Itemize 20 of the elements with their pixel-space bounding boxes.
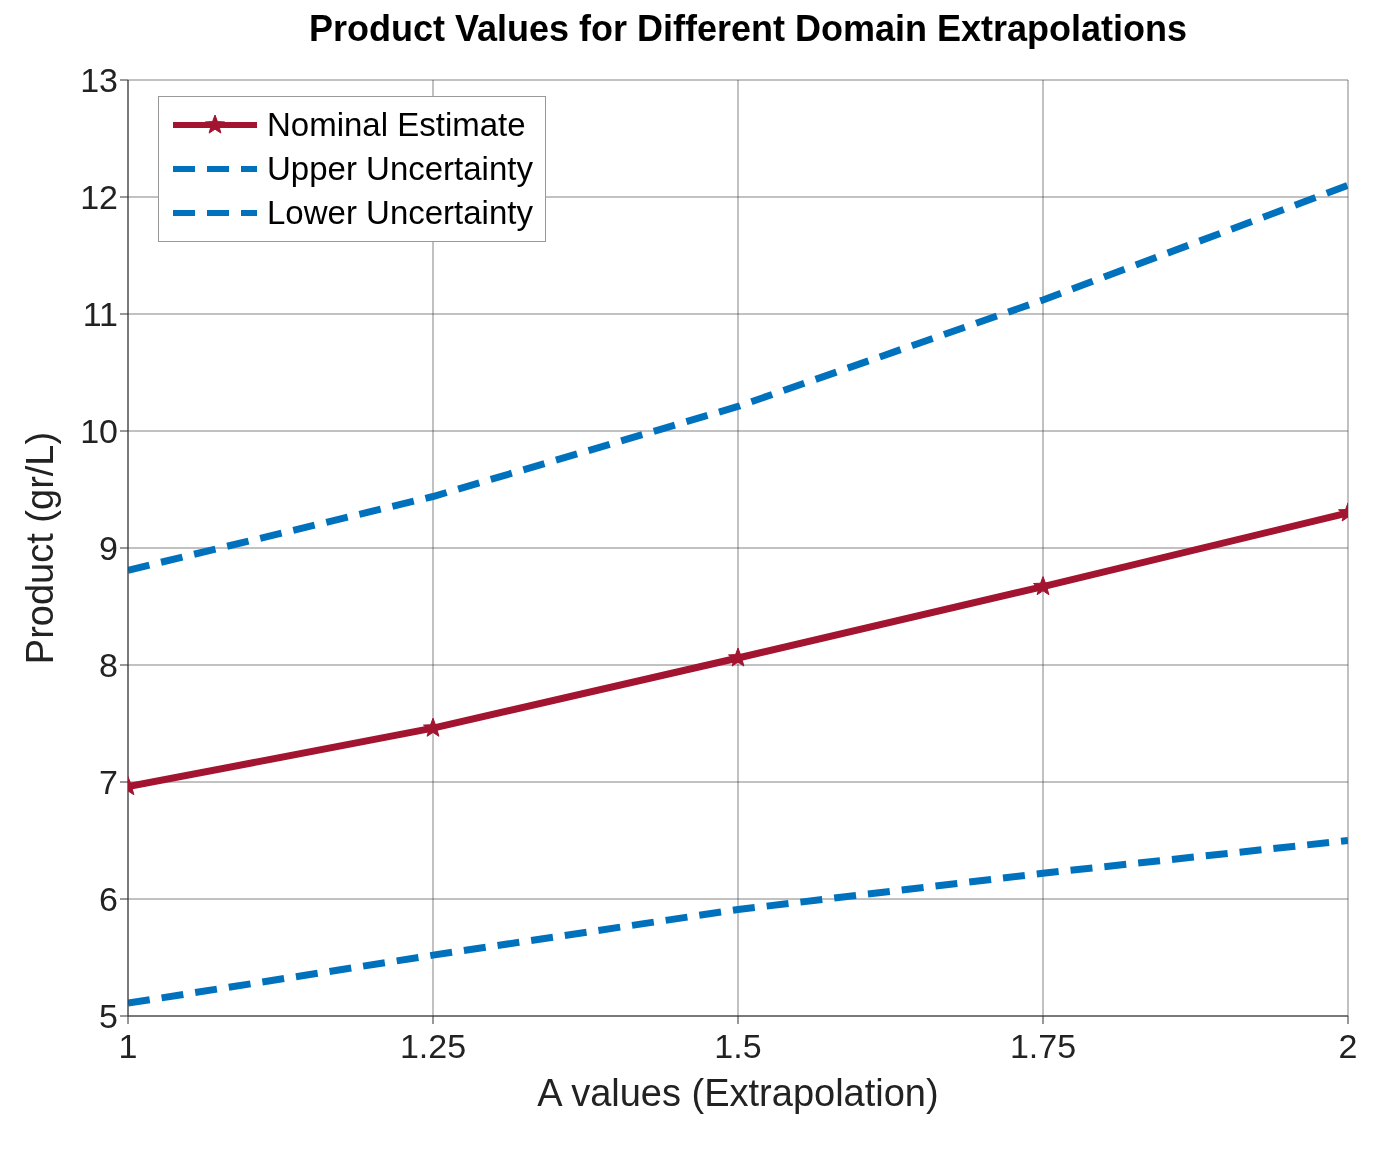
y-axis-title: Product (gr/L) — [19, 431, 62, 665]
x-tick-label: 1.75 — [1009, 1027, 1077, 1066]
x-tick-label: 1 — [118, 1027, 138, 1066]
legend-label: Upper Uncertainty — [267, 150, 533, 188]
x-axis-title: A values (Extrapolation) — [537, 1072, 939, 1114]
y-tick-label: 9 — [99, 529, 118, 568]
x-tick-label: 1.25 — [399, 1027, 467, 1066]
legend-label: Nominal Estimate — [267, 106, 526, 144]
x-tick-label: 2 — [1338, 1027, 1358, 1066]
y-tick-label: 10 — [80, 412, 118, 451]
y-tick-label: 11 — [82, 295, 118, 334]
y-tick-label: 6 — [99, 880, 118, 919]
y-tick-label: 5 — [99, 997, 118, 1036]
y-tick-label: 8 — [99, 646, 118, 685]
y-tick-label: 7 — [99, 763, 118, 802]
x-tick-label: 1.5 — [714, 1027, 762, 1066]
y-tick-label: 13 — [80, 61, 118, 100]
chart-title: Product Values for Different Domain Extrapolations — [307, 8, 1189, 51]
legend-label: Lower Uncertainty — [267, 194, 533, 232]
y-tick-label: 12 — [80, 178, 118, 217]
